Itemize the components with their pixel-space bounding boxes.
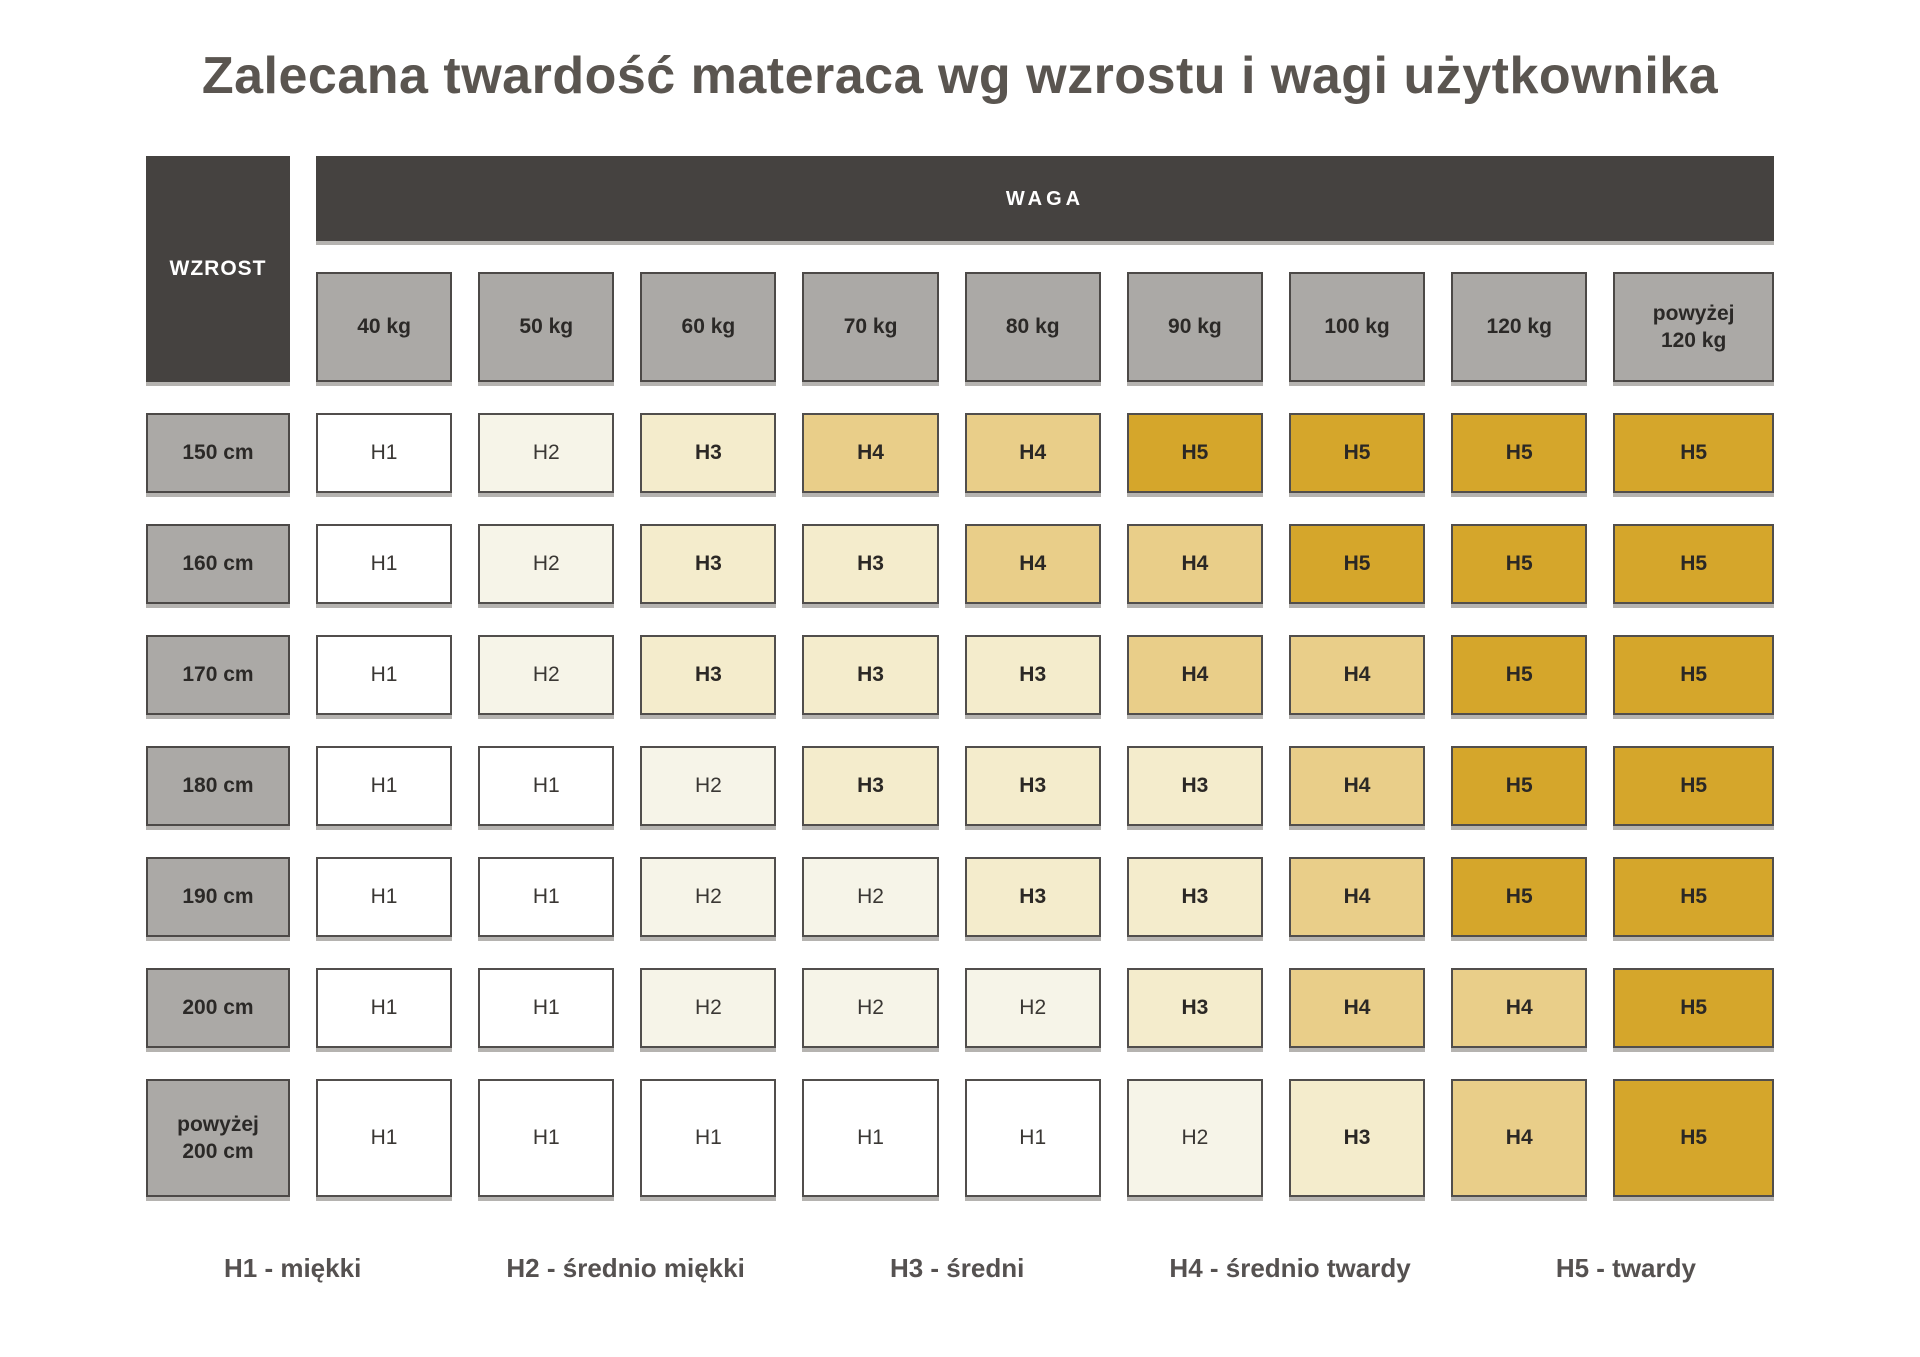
firmness-cell: H3 bbox=[1126, 968, 1263, 1048]
weight-axis-header: WAGA bbox=[316, 156, 1774, 241]
row-header-height: 190 cm bbox=[146, 857, 290, 937]
firmness-cell: H3 bbox=[802, 746, 939, 826]
column-header-weight: 70 kg bbox=[802, 272, 939, 382]
firmness-cell: H1 bbox=[316, 746, 453, 826]
firmness-cell: H4 bbox=[1288, 635, 1426, 715]
firmness-cell: H3 bbox=[640, 635, 777, 715]
firmness-cell: H4 bbox=[964, 524, 1101, 604]
row-header-height: 170 cm bbox=[146, 635, 290, 715]
firmness-cell: H2 bbox=[802, 968, 939, 1048]
firmness-cell: H4 bbox=[1451, 1079, 1588, 1197]
firmness-cell: H3 bbox=[964, 857, 1101, 937]
legend-item: H2 - średnio miękki bbox=[506, 1253, 745, 1283]
firmness-cell: H1 bbox=[478, 1079, 615, 1197]
firmness-cell: H5 bbox=[1613, 524, 1774, 604]
firmness-cell: H2 bbox=[640, 857, 777, 937]
firmness-cell: H3 bbox=[1288, 1079, 1426, 1197]
firmness-cell: H1 bbox=[964, 1079, 1101, 1197]
firmness-legend: H1 - miękki H2 - średnio miękki H3 - średn… bbox=[224, 1253, 1696, 1284]
firmness-cell: H1 bbox=[316, 635, 453, 715]
column-header-weight: 60 kg bbox=[640, 272, 777, 382]
firmness-cell: H1 bbox=[316, 413, 453, 493]
firmness-cell: H4 bbox=[1288, 857, 1426, 937]
firmness-cell: H2 bbox=[478, 524, 615, 604]
row-header-height: 160 cm bbox=[146, 524, 290, 604]
firmness-cell: H5 bbox=[1451, 635, 1588, 715]
firmness-cell: H3 bbox=[802, 635, 939, 715]
firmness-cell: H2 bbox=[1126, 1079, 1263, 1197]
firmness-cell: H4 bbox=[1126, 524, 1263, 604]
firmness-cell: H2 bbox=[640, 968, 777, 1048]
firmness-cell: H3 bbox=[640, 524, 777, 604]
firmness-cell: H2 bbox=[964, 968, 1101, 1048]
firmness-cell: H5 bbox=[1613, 413, 1774, 493]
column-header-weight: powyżej 120 kg bbox=[1613, 272, 1774, 382]
firmness-cell: H3 bbox=[1126, 857, 1263, 937]
firmness-table: WZROST WAGA 40 kg 50 kg 60 kg 70 kg 80 kg 90 kg… bbox=[146, 156, 1774, 1197]
firmness-cell: H1 bbox=[478, 968, 615, 1048]
firmness-cell: H3 bbox=[1126, 746, 1263, 826]
firmness-cell: H5 bbox=[1288, 524, 1426, 604]
column-header-weight: 100 kg bbox=[1288, 272, 1426, 382]
firmness-cell: H2 bbox=[640, 746, 777, 826]
firmness-cell: H5 bbox=[1613, 746, 1774, 826]
firmness-cell: H1 bbox=[478, 857, 615, 937]
firmness-cell: H3 bbox=[640, 413, 777, 493]
legend-item: H1 - miękki bbox=[224, 1253, 362, 1283]
firmness-cell: H1 bbox=[478, 746, 615, 826]
firmness-cell: H2 bbox=[478, 413, 615, 493]
firmness-cell: H2 bbox=[478, 635, 615, 715]
firmness-cell: H4 bbox=[1288, 746, 1426, 826]
page-title: Zalecana twardość materaca wg wzrostu i … bbox=[201, 47, 1719, 105]
column-header-weight: 90 kg bbox=[1126, 272, 1263, 382]
firmness-cell: H1 bbox=[640, 1079, 777, 1197]
firmness-cell: H2 bbox=[802, 857, 939, 937]
firmness-cell: H5 bbox=[1288, 413, 1426, 493]
firmness-cell: H5 bbox=[1451, 413, 1588, 493]
column-header-weight: 120 kg bbox=[1451, 272, 1588, 382]
firmness-cell: H5 bbox=[1613, 968, 1774, 1048]
firmness-cell: H4 bbox=[1126, 635, 1263, 715]
firmness-cell: H4 bbox=[1288, 968, 1426, 1048]
firmness-cell: H4 bbox=[1451, 968, 1588, 1048]
legend-item: H3 - średni bbox=[889, 1253, 1025, 1283]
firmness-cell: H4 bbox=[802, 413, 939, 493]
column-header-weight: 50 kg bbox=[478, 272, 615, 382]
legend-item: H4 - średnio twardy bbox=[1169, 1253, 1411, 1283]
height-axis-header: WZROST bbox=[146, 156, 290, 382]
firmness-cell: H5 bbox=[1126, 413, 1263, 493]
firmness-cell: H1 bbox=[802, 1079, 939, 1197]
row-header-height: 200 cm bbox=[146, 968, 290, 1048]
firmness-cell: H4 bbox=[964, 413, 1101, 493]
firmness-cell: H5 bbox=[1451, 746, 1588, 826]
firmness-cell: H1 bbox=[316, 857, 453, 937]
firmness-cell: H3 bbox=[964, 746, 1101, 826]
firmness-cell: H5 bbox=[1613, 1079, 1774, 1197]
firmness-cell: H3 bbox=[802, 524, 939, 604]
row-header-height: powyżej 200 cm bbox=[146, 1079, 290, 1197]
legend-item: H5 - twardy bbox=[1555, 1253, 1696, 1283]
firmness-cell: H5 bbox=[1451, 524, 1588, 604]
row-header-height: 180 cm bbox=[146, 746, 290, 826]
firmness-cell: H5 bbox=[1451, 857, 1588, 937]
firmness-cell: H1 bbox=[316, 1079, 453, 1197]
firmness-cell: H3 bbox=[964, 635, 1101, 715]
firmness-cell: H5 bbox=[1613, 857, 1774, 937]
firmness-cell: H5 bbox=[1613, 635, 1774, 715]
column-header-weight: 40 kg bbox=[316, 272, 453, 382]
firmness-cell: H1 bbox=[316, 524, 453, 604]
firmness-cell: H1 bbox=[316, 968, 453, 1048]
column-header-weight: 80 kg bbox=[964, 272, 1101, 382]
row-header-height: 150 cm bbox=[146, 413, 290, 493]
